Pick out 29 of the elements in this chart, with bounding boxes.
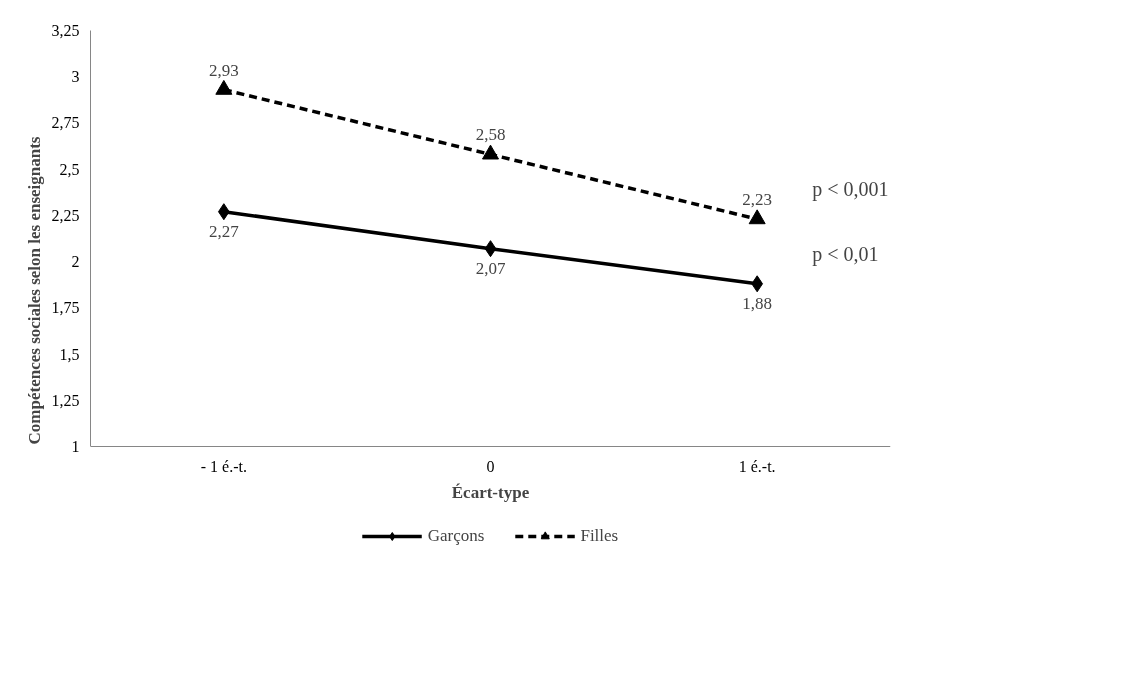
data-label: 2,58 xyxy=(475,125,506,145)
x-axis-title: Écart-type xyxy=(451,482,530,502)
x-tick-label: 1 é.-t. xyxy=(738,457,776,475)
y-tick-label: 1,25 xyxy=(51,391,80,409)
point xyxy=(482,144,499,160)
point xyxy=(215,79,233,95)
y-tick-label: 2,25 xyxy=(51,206,80,224)
annotation: p < 0,001 xyxy=(812,178,889,202)
y-tick-label: 1 xyxy=(71,438,80,455)
y-tick-label: 1,75 xyxy=(51,299,80,317)
point xyxy=(484,240,497,258)
data-label: 2,27 xyxy=(208,221,240,241)
y-tick-label: 3 xyxy=(71,68,80,86)
data-label: 2,07 xyxy=(475,258,506,278)
y-tick-label: 2,5 xyxy=(59,160,80,178)
data-label: 2,23 xyxy=(742,190,773,210)
data-label: 2,93 xyxy=(208,60,239,80)
x-tick-label: 0 xyxy=(486,457,495,475)
x-tick-label: - 1 é.-t. xyxy=(200,457,247,475)
y-tick-label: 2,75 xyxy=(51,114,80,132)
y-axis-title: Compétences sociales selon les enseignants xyxy=(24,136,44,445)
annotation: p < 0,01 xyxy=(812,242,879,266)
y-tick-label: 2 xyxy=(71,253,80,271)
legend-label: Filles xyxy=(580,526,619,546)
y-tick-label: 1,5 xyxy=(59,345,80,363)
legend-label: Garçons xyxy=(427,526,485,546)
y-tick-label: 3,25 xyxy=(51,22,80,39)
point xyxy=(748,209,766,225)
data-label: 1,88 xyxy=(742,293,773,313)
